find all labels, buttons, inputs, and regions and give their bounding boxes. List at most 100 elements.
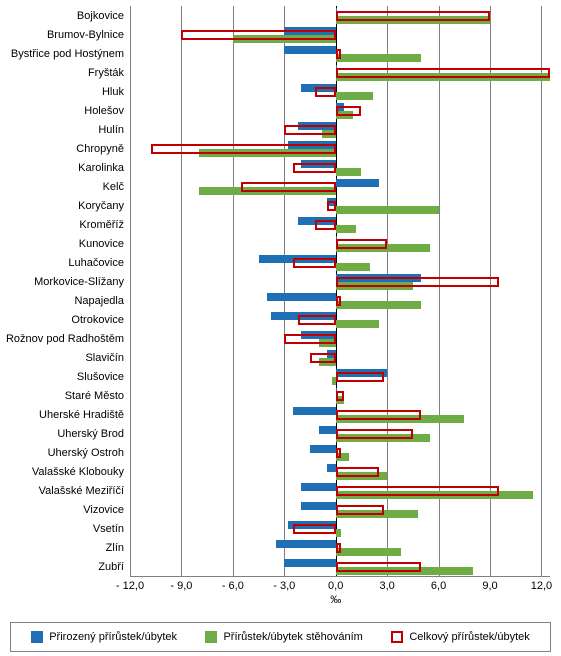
y-label: Fryšták	[88, 67, 124, 79]
y-label: Zlín	[106, 542, 124, 554]
total-bar	[336, 505, 384, 515]
grid-line	[130, 6, 131, 576]
y-label: Uherské Hradiště	[39, 409, 124, 421]
total-bar	[181, 30, 335, 40]
total-bar	[336, 277, 499, 287]
y-label: Chropyně	[76, 143, 124, 155]
y-label: Hluk	[102, 86, 124, 98]
y-label: Slušovice	[77, 371, 124, 383]
y-label: Hulín	[98, 124, 124, 136]
series-bar	[336, 301, 422, 309]
legend-swatch-migration	[205, 631, 217, 643]
total-bar	[336, 106, 362, 116]
y-axis-labels: BojkoviceBrumov-BylniceBystřice pod Host…	[0, 6, 124, 576]
series-bar	[336, 548, 401, 556]
series-bar	[310, 445, 336, 453]
total-bar	[336, 429, 413, 439]
total-bar	[293, 524, 336, 534]
series-bar	[336, 225, 357, 233]
y-label: Kunovice	[79, 238, 124, 250]
y-label: Otrokovice	[71, 314, 124, 326]
legend-swatch-total	[391, 631, 403, 643]
series-bar	[336, 263, 370, 271]
chart-area: BojkoviceBrumov-BylniceBystřice pod Host…	[0, 0, 561, 620]
series-bar	[319, 426, 336, 434]
total-bar	[241, 182, 335, 192]
total-bar	[315, 87, 336, 97]
legend: Přirozený přírůstek/úbytek Přírůstek/úby…	[10, 622, 551, 652]
series-bar	[336, 168, 362, 176]
series-bar	[293, 407, 336, 415]
x-tick-label: 12,0	[531, 580, 552, 592]
grid-line	[541, 6, 542, 576]
total-bar	[315, 220, 336, 230]
total-bar	[336, 296, 341, 306]
y-label: Luhačovice	[68, 257, 124, 269]
y-label: Staré Město	[65, 390, 124, 402]
series-bar	[336, 54, 422, 62]
y-label: Karolinka	[78, 162, 124, 174]
total-bar	[336, 391, 345, 401]
total-bar	[336, 410, 422, 420]
series-bar	[336, 529, 341, 537]
x-axis-title: ‰	[330, 594, 341, 606]
total-bar	[336, 49, 341, 59]
y-label: Vizovice	[83, 504, 124, 516]
y-label: Slavičín	[85, 352, 124, 364]
x-tick-label: - 3,0	[273, 580, 295, 592]
series-bar	[336, 179, 379, 187]
legend-swatch-natural	[31, 631, 43, 643]
total-bar	[310, 353, 336, 363]
series-bar	[276, 540, 336, 548]
legend-label-total: Celkový přírůstek/úbytek	[409, 631, 529, 643]
grid-line	[181, 6, 182, 576]
total-bar	[293, 258, 336, 268]
series-bar	[336, 206, 439, 214]
series-bar	[336, 320, 379, 328]
y-label: Napajedla	[74, 295, 124, 307]
y-label: Valašské Meziříčí	[39, 485, 124, 497]
y-label: Koryčany	[78, 200, 124, 212]
x-tick-label: - 6,0	[222, 580, 244, 592]
y-label: Bystřice pod Hostýnem	[11, 48, 124, 60]
total-bar	[336, 562, 422, 572]
x-tick-label: - 12,0	[116, 580, 144, 592]
x-tick-label: - 9,0	[170, 580, 192, 592]
legend-label-natural: Přirozený přírůstek/úbytek	[49, 631, 177, 643]
total-bar	[336, 467, 379, 477]
total-bar	[284, 334, 335, 344]
series-bar	[284, 559, 335, 567]
chart-container: BojkoviceBrumov-BylniceBystřice pod Host…	[0, 0, 561, 656]
series-bar	[267, 293, 336, 301]
x-tick-label: 0,0	[328, 580, 343, 592]
legend-item-natural: Přirozený přírůstek/úbytek	[31, 631, 177, 643]
series-bar	[327, 464, 336, 472]
total-bar	[336, 448, 341, 458]
x-tick-label: 6,0	[431, 580, 446, 592]
y-label: Vsetín	[93, 523, 124, 535]
y-label: Kroměříž	[79, 219, 124, 231]
total-bar	[336, 239, 387, 249]
y-label: Rožnov pod Radhoštěm	[6, 333, 124, 345]
series-bar	[284, 46, 335, 54]
series-bar	[301, 502, 335, 510]
grid-line	[284, 6, 285, 576]
y-label: Kelč	[103, 181, 124, 193]
y-label: Holešov	[84, 105, 124, 117]
series-bar	[336, 92, 374, 100]
y-label: Uherský Brod	[57, 428, 124, 440]
legend-item-migration: Přírůstek/úbytek stěhováním	[205, 631, 362, 643]
series-bar	[301, 483, 335, 491]
total-bar	[336, 372, 384, 382]
x-axis-baseline	[130, 576, 550, 577]
plot-area	[130, 6, 550, 576]
y-label: Uherský Ostroh	[48, 447, 124, 459]
y-label: Morkovice-Slížany	[34, 276, 124, 288]
y-label: Valašské Klobouky	[32, 466, 124, 478]
total-bar	[336, 11, 490, 21]
total-bar	[336, 486, 499, 496]
total-bar	[336, 68, 550, 78]
y-label: Zubří	[98, 561, 124, 573]
x-tick-label: 3,0	[379, 580, 394, 592]
total-bar	[327, 201, 336, 211]
